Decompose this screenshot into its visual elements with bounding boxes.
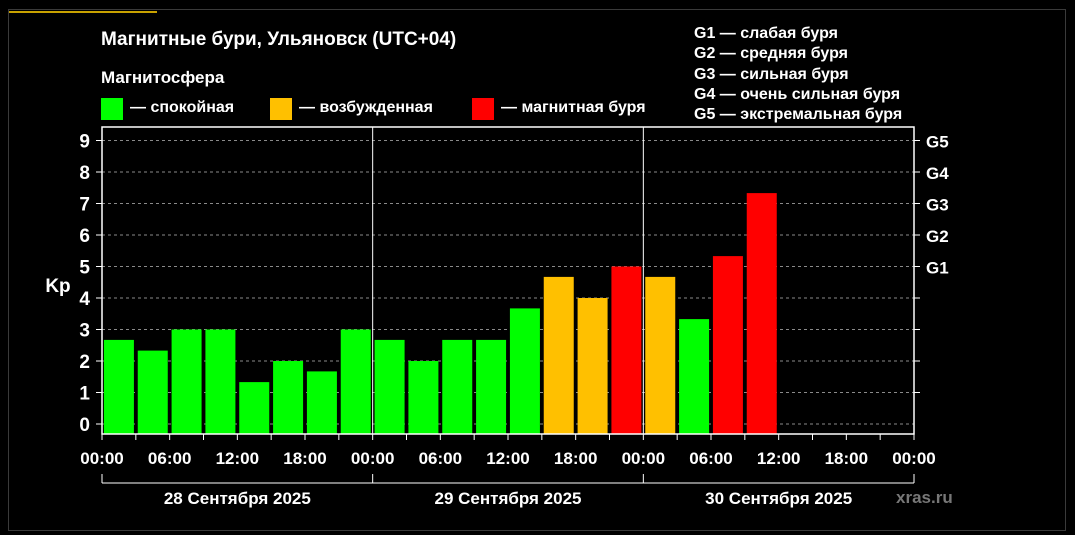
legend-swatch-storm xyxy=(472,98,494,120)
kp-bar-4 xyxy=(205,329,236,434)
date-label-1: 28 Сентября 2025 xyxy=(164,489,311,508)
kp-bar-16 xyxy=(611,266,642,434)
kp-bar-3 xyxy=(171,329,202,434)
kp-bar-9 xyxy=(374,339,405,434)
kp-bar-18 xyxy=(679,319,710,434)
date-label-2: 29 Сентября 2025 xyxy=(435,489,582,508)
kp-bar-1 xyxy=(103,339,134,434)
x-tick-label-2: 12:00 xyxy=(216,449,259,468)
x-tick-label-1: 06:00 xyxy=(148,449,191,468)
x-tick-label-11: 18:00 xyxy=(825,449,868,468)
legend-label-quiet: — спокойная xyxy=(130,99,235,116)
g-scale-item-g5: G5 — экстремальная буря xyxy=(694,106,903,124)
y-tick-label-2: 2 xyxy=(79,352,90,373)
y-tick-label-6: 6 xyxy=(79,226,90,247)
legend-swatch-quiet xyxy=(101,98,123,120)
y-tick-label-9: 9 xyxy=(79,132,90,153)
y-tick-label-1: 1 xyxy=(79,384,90,405)
kp-bar-19 xyxy=(712,256,743,434)
x-tick-label-6: 12:00 xyxy=(486,449,529,468)
kp-bar-2 xyxy=(137,350,168,434)
kp-bar-15 xyxy=(577,298,608,434)
x-tick-label-9: 06:00 xyxy=(689,449,732,468)
kp-bar-5 xyxy=(239,382,270,434)
x-tick-label-5: 06:00 xyxy=(419,449,462,468)
y-axis-label: Kp xyxy=(45,276,70,297)
legend-label-storm: — магнитная буря xyxy=(501,99,646,116)
x-tick-label-10: 12:00 xyxy=(757,449,800,468)
g-scale-item-g4: G4 — очень сильная буря xyxy=(694,85,901,103)
kp-bar-10 xyxy=(408,361,439,434)
y-tick-label-5: 5 xyxy=(79,258,90,279)
legend-swatch-active xyxy=(270,98,292,120)
x-tick-label-12: 00:00 xyxy=(892,449,935,468)
g-tick-label-g3: G3 xyxy=(926,196,949,215)
kp-bar-6 xyxy=(273,361,304,434)
y-tick-label-0: 0 xyxy=(79,415,90,436)
watermark: xras.ru xyxy=(896,488,953,507)
x-tick-label-3: 18:00 xyxy=(283,449,326,468)
chart-subtitle: Магнитосфера xyxy=(101,68,225,87)
y-tick-label-8: 8 xyxy=(79,163,90,184)
legend-label-active: — возбужденная xyxy=(299,99,433,116)
x-tick-label-4: 00:00 xyxy=(351,449,394,468)
g-scale-legend: G1 — слабая буря G2 — средняя буря G3 — … xyxy=(694,24,902,125)
g-scale-item-g3: G3 — сильная буря xyxy=(694,65,849,83)
g-scale-item-g2: G2 — средняя буря xyxy=(694,45,848,63)
kp-bar-11 xyxy=(442,339,473,434)
y-tick-label-7: 7 xyxy=(79,195,90,216)
g-tick-label-g1: G1 xyxy=(926,259,949,278)
kp-bar-12 xyxy=(476,339,507,434)
y-tick-label-4: 4 xyxy=(79,289,90,310)
g-scale-item-g1: G1 — слабая буря xyxy=(694,25,839,42)
date-label-3: 30 Сентября 2025 xyxy=(705,489,852,508)
kp-bar-8 xyxy=(340,329,371,434)
chart-frame xyxy=(8,9,1066,531)
g-tick-label-g5: G5 xyxy=(926,133,949,152)
g-tick-label-g2: G2 xyxy=(926,227,949,246)
kp-bar-20 xyxy=(746,193,777,434)
top-link-underline[interactable] xyxy=(9,4,157,13)
x-tick-label-0: 00:00 xyxy=(80,449,123,468)
kp-bar-7 xyxy=(306,371,337,434)
y-tick-label-3: 3 xyxy=(79,321,90,342)
chart-title: Магнитные бури, Ульяновск (UTC+04) xyxy=(101,29,457,50)
kp-bar-13 xyxy=(509,308,540,434)
x-tick-label-8: 00:00 xyxy=(622,449,665,468)
x-tick-label-7: 18:00 xyxy=(554,449,597,468)
kp-bar-14 xyxy=(543,276,574,434)
g-tick-label-g4: G4 xyxy=(926,164,949,183)
kp-bar-17 xyxy=(645,276,676,434)
